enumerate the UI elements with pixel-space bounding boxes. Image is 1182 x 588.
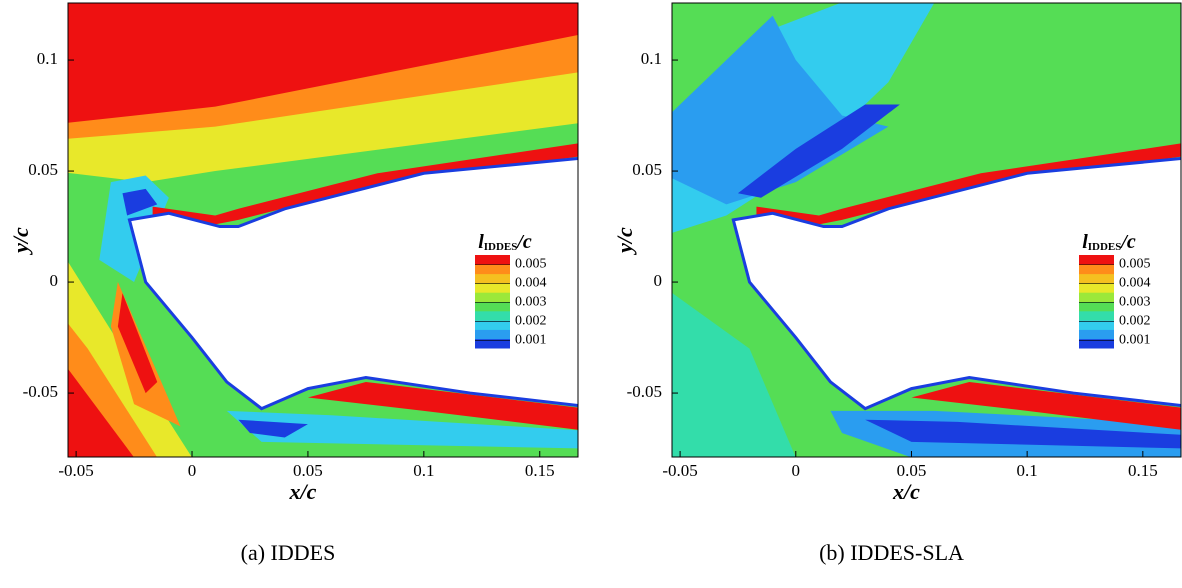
colorbar-swatch xyxy=(475,273,510,284)
colorbar-tick-label: 0.003 xyxy=(1119,295,1151,310)
y-tick-label: 0.1 xyxy=(37,49,58,68)
colorbar-title-part: IDDES xyxy=(1088,241,1122,253)
x-tick-label: 0 xyxy=(188,461,197,480)
x-axis-label: x/c xyxy=(289,479,317,504)
colorbar-tick-label: 0.005 xyxy=(1119,257,1151,272)
airfoil xyxy=(731,157,1181,411)
colorbar-swatch xyxy=(475,292,510,302)
colorbar-swatch xyxy=(1079,273,1114,284)
airfoil xyxy=(127,157,578,411)
colorbar-title-part: /c xyxy=(515,231,532,253)
band xyxy=(672,15,889,205)
colorbar-tick-label: 0.005 xyxy=(515,257,547,272)
y-axis-label: y/c xyxy=(8,227,33,256)
x-tick-label: -0.05 xyxy=(662,461,697,480)
colorbar-swatch xyxy=(475,329,510,340)
x-tick-label: 0.05 xyxy=(293,461,323,480)
y-tick-label: -0.05 xyxy=(627,382,662,401)
colorbar-title: lIDDES/c xyxy=(478,231,532,253)
colorbar-swatch xyxy=(1079,292,1114,302)
y-tick-label: -0.05 xyxy=(23,382,58,401)
colorbar-tick-label: 0.003 xyxy=(515,295,547,310)
y-tick-label: 0 xyxy=(50,271,59,290)
colorbar-title: lIDDES/c xyxy=(1082,231,1136,253)
colorbar-swatch xyxy=(475,310,510,321)
caption: (a) IDDES xyxy=(241,540,336,565)
colorbar-swatch xyxy=(1079,282,1114,293)
colorbar-swatch xyxy=(475,282,510,293)
contour-field xyxy=(68,3,578,457)
slat-red xyxy=(152,143,578,225)
panel: -0.05 0 0.05 0.1 0.15 -0.05 0 0.05 0.1 x/c y/c (a) … xyxy=(8,2,579,565)
x-tick-label: 0.05 xyxy=(897,461,927,480)
colorbar-swatch xyxy=(475,301,510,312)
y-axis-label: y/c xyxy=(612,227,637,256)
colorbar-tick-label: 0.001 xyxy=(515,333,547,348)
contour-field xyxy=(672,3,1181,457)
colorbar-swatch xyxy=(1079,255,1114,265)
colorbar-tick-label: 0.004 xyxy=(1119,276,1151,291)
band xyxy=(117,293,158,394)
colorbar-title-part: l xyxy=(1082,231,1088,253)
lower-red xyxy=(307,381,578,430)
colorbar-title-part: IDDES xyxy=(484,241,518,253)
x-tick-label: -0.05 xyxy=(58,461,93,480)
colorbar-tick-label: 0.002 xyxy=(515,314,547,329)
band xyxy=(122,188,158,216)
y-tick-label: 0.05 xyxy=(28,160,58,179)
colorbar-swatch xyxy=(1079,310,1114,321)
y-tick-label: 0.05 xyxy=(632,160,662,179)
colorbar-swatch xyxy=(1079,301,1114,312)
x-tick-label: 0.1 xyxy=(413,461,434,480)
caption: (b) IDDES-SLA xyxy=(819,540,964,565)
band xyxy=(68,368,134,457)
x-tick-label: 0.15 xyxy=(525,461,555,480)
colorbar-title-part: /c xyxy=(1119,231,1136,253)
colorbar-title-part: l xyxy=(478,231,484,253)
x-axis-label: x/c xyxy=(892,479,920,504)
slat-red xyxy=(756,143,1181,225)
x-tick-label: 0 xyxy=(792,461,801,480)
colorbar-swatch xyxy=(475,255,510,265)
plot-frame xyxy=(67,2,579,458)
x-tick-label: 0.15 xyxy=(1128,461,1158,480)
x-tick-label: 0.1 xyxy=(1017,461,1038,480)
colorbar-tick-label: 0.001 xyxy=(1119,333,1151,348)
plot-frame xyxy=(671,2,1182,458)
colorbar-swatch xyxy=(1079,320,1114,330)
band xyxy=(737,104,900,198)
band xyxy=(68,3,578,123)
colorbar-swatch xyxy=(1079,329,1114,340)
colorbar-tick-label: 0.004 xyxy=(515,276,547,291)
colorbar-swatch xyxy=(475,320,510,330)
colorbar-tick-label: 0.002 xyxy=(1119,314,1151,329)
colorbar-swatch xyxy=(475,338,510,349)
colorbar-swatch xyxy=(475,264,510,275)
band xyxy=(238,419,308,438)
band xyxy=(672,292,796,457)
band xyxy=(865,419,1181,449)
colorbar-swatch xyxy=(1079,338,1114,349)
panel: -0.05 0 0.05 0.1 0.15 -0.05 0 0.05 0.1 x/c y/c (b) … xyxy=(612,2,1182,565)
band xyxy=(226,410,578,449)
y-tick-label: 0.1 xyxy=(641,49,662,68)
y-tick-label: 0 xyxy=(654,271,663,290)
colorbar-swatch xyxy=(1079,264,1114,275)
lower-red xyxy=(911,381,1181,430)
